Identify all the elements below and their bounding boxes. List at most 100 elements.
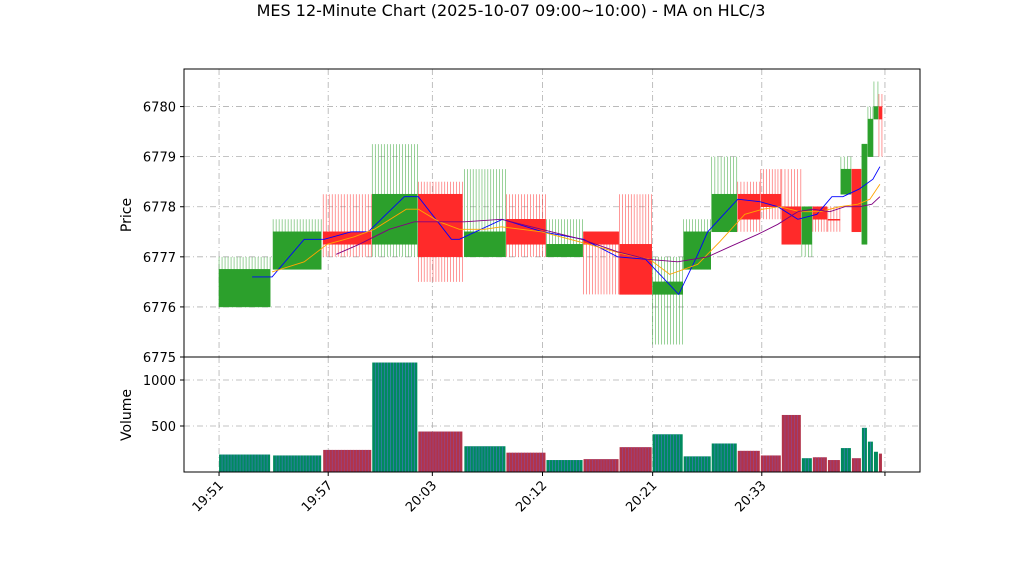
candle (711, 156, 738, 233)
price-tick-label: 6778 (143, 201, 176, 216)
price-tick-label: 6777 (143, 251, 176, 266)
ma-line (252, 166, 881, 296)
candle (867, 106, 874, 157)
candle (652, 256, 683, 345)
volume-bar (867, 441, 873, 472)
candle-body (840, 168, 852, 195)
volume-bar-fill (878, 453, 882, 472)
volume-bars (219, 362, 882, 472)
candle-body (546, 244, 583, 258)
candle-body (464, 231, 506, 258)
volume-bar (840, 448, 851, 472)
candle-body (812, 206, 828, 220)
volume-bar (781, 414, 801, 472)
volume-bar (827, 460, 840, 472)
candle (683, 219, 712, 270)
candle-body (851, 168, 862, 233)
volume-bar-fill (737, 450, 760, 472)
volume-bar (711, 443, 737, 472)
candle-body (781, 206, 802, 245)
x-axis: 19:51 19:57 20:03 20:12 20:21 20:33 (190, 472, 886, 515)
candle (583, 231, 619, 295)
candle-body (218, 269, 271, 308)
volume-tick-label: 1000 (143, 374, 176, 389)
candle-body (583, 231, 619, 245)
candle-body (272, 231, 322, 270)
candle (878, 94, 883, 157)
ma-line (336, 196, 881, 263)
price-tick-label: 6776 (143, 301, 176, 316)
candle-body (737, 193, 761, 220)
candle (322, 194, 372, 257)
x-tick-label: 20:21 (623, 478, 660, 515)
x-tick-label: 20:12 (513, 478, 550, 515)
candle-body (652, 281, 683, 295)
price-candles (218, 81, 883, 345)
volume-bar (801, 458, 812, 472)
chart-title: MES 12-Minute Chart (2025-10-07 09:00~10… (257, 1, 766, 20)
candle-body (873, 106, 879, 120)
candle-body (619, 244, 652, 295)
volume-bar-fill (851, 458, 861, 472)
volume-bar (546, 460, 583, 472)
moving-average-lines (252, 166, 881, 296)
volume-bar (683, 456, 711, 472)
volume-bar-fill (801, 458, 812, 472)
volume-bar (861, 427, 867, 472)
volume-bar (812, 457, 827, 472)
volume-bar (737, 450, 760, 472)
volume-panel-background (184, 357, 920, 472)
volume-y-axis: 500 1000 (143, 374, 184, 435)
candle (218, 256, 271, 308)
candle (371, 144, 418, 257)
price-tick-label: 6780 (143, 101, 176, 116)
candle (801, 206, 813, 257)
volume-bar (506, 452, 546, 472)
volume-bar (219, 454, 271, 472)
volume-bar-fill (506, 452, 546, 472)
volume-bar (464, 446, 506, 472)
candle (873, 81, 879, 120)
candle (861, 143, 868, 245)
volume-bar-fill (873, 451, 878, 472)
volume-bar (323, 449, 372, 472)
price-tick-label: 6775 (143, 351, 176, 366)
candle-body (711, 193, 738, 233)
x-tick-label: 19:57 (299, 478, 336, 515)
ma-line (271, 183, 881, 275)
volume-bar (273, 455, 322, 472)
volume-bar-fill (760, 455, 781, 472)
x-tick-label: 20:33 (733, 478, 770, 515)
candle-body (683, 231, 711, 270)
volume-bar (851, 458, 861, 472)
candle (851, 168, 862, 233)
volume-bar (760, 455, 781, 472)
candle-body (801, 206, 813, 245)
volume-bar-fill (372, 362, 418, 472)
candle (619, 194, 652, 295)
candle-body (861, 143, 868, 245)
volume-bar-fill (812, 457, 827, 472)
volume-bar (583, 459, 619, 472)
candle (840, 156, 852, 195)
candle (506, 194, 546, 257)
volume-panel-frame (183, 356, 921, 473)
volume-axis-label: Volume (119, 389, 135, 441)
volume-bar-fill (418, 431, 463, 472)
candle (781, 169, 802, 245)
volume-bar (652, 434, 683, 472)
candle (464, 169, 506, 258)
volume-bar (873, 451, 878, 472)
volume-bar (878, 453, 882, 472)
candle-body (827, 219, 841, 221)
volume-bar-fill (619, 447, 652, 472)
candle (827, 206, 841, 232)
candle (272, 219, 322, 270)
volume-bar-fill (683, 456, 711, 472)
price-tick-label: 6779 (143, 151, 176, 166)
price-y-axis: 6775 6776 6777 6778 6779 6780 (143, 101, 184, 366)
x-tick-label: 19:51 (190, 478, 227, 515)
candle-body (867, 118, 874, 157)
candle (737, 181, 761, 232)
